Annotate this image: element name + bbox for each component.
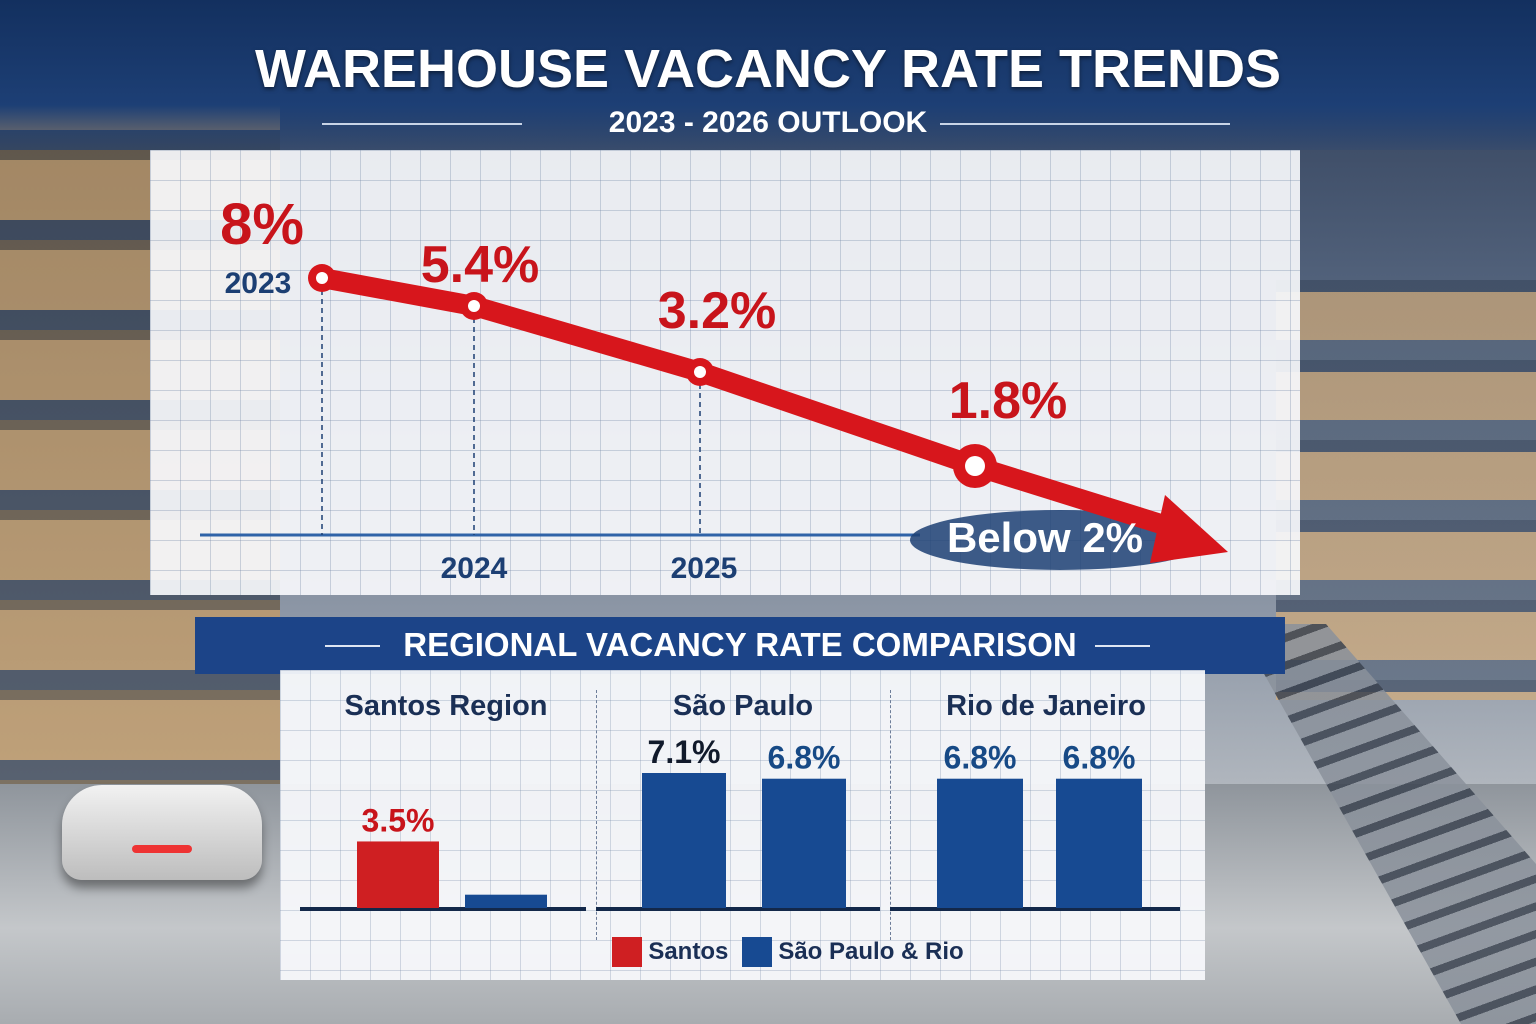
data-point-center xyxy=(468,300,480,312)
chart-title: WAREHOUSE VACANCY RATE TRENDS xyxy=(254,39,1282,99)
legend-label: São Paulo & Rio xyxy=(778,938,964,965)
bar-value-label: 3.5% xyxy=(362,802,435,838)
regional-banner: REGIONAL VACANCY RATE COMPARISON xyxy=(195,617,1285,674)
data-label: 8% xyxy=(220,192,304,257)
banner-rule-right xyxy=(1095,645,1150,647)
chart-subtitle: 2023 - 2026 OUTLOOK xyxy=(608,106,928,139)
bar xyxy=(642,773,726,908)
trend-line-chart: 8% 5.4% 3.2% 1.8% 2023 2024 2025 Below 2% xyxy=(200,192,1228,585)
data-label: 5.4% xyxy=(421,236,540,294)
region-label-rio: Rio de Janeiro xyxy=(946,690,1146,722)
subtitle-rule-left xyxy=(322,123,522,125)
data-label: 3.2% xyxy=(658,282,777,340)
warehouse-robot xyxy=(62,785,262,880)
data-point-center xyxy=(694,366,706,378)
data-point-center xyxy=(316,272,328,284)
bar-value-label: 7.1% xyxy=(648,734,721,770)
bar xyxy=(1056,778,1142,908)
region-divider xyxy=(596,690,597,940)
bar-value-label: 6.8% xyxy=(1063,740,1136,776)
regional-chart-panel xyxy=(280,670,1205,980)
legend-swatch-red xyxy=(612,937,643,967)
bar-value-label: 6.8% xyxy=(768,740,841,776)
legend-item-sao-paulo-rio: São Paulo & Rio xyxy=(742,937,964,967)
banner-rule-left xyxy=(325,645,380,647)
legend-label: Santos xyxy=(648,938,729,965)
region-label-sao-paulo: São Paulo xyxy=(672,690,814,722)
data-label: 1.8% xyxy=(949,372,1068,430)
bar-value-label: 6.8% xyxy=(944,740,1017,776)
legend-item-santos: Santos xyxy=(612,937,728,967)
regional-title: REGIONAL VACANCY RATE COMPARISON xyxy=(403,626,1077,663)
legend: Santos São Paulo & Rio xyxy=(0,937,1536,967)
region-divider xyxy=(890,690,891,940)
legend-swatch-blue xyxy=(742,937,773,967)
x-tick-label: 2023 xyxy=(225,267,292,300)
x-tick-label: 2025 xyxy=(671,552,738,585)
bar xyxy=(465,894,547,908)
trend-arrowhead xyxy=(1150,495,1228,563)
bar xyxy=(357,841,439,908)
region-label-santos: Santos Region xyxy=(344,690,548,722)
bar xyxy=(937,778,1023,908)
data-point-center xyxy=(965,456,985,476)
subtitle-rule-right xyxy=(940,123,1230,125)
annotation-below-2: Below 2% xyxy=(947,514,1143,561)
title-banner xyxy=(0,0,1536,150)
bar xyxy=(762,778,846,908)
x-tick-label: 2024 xyxy=(441,552,508,585)
